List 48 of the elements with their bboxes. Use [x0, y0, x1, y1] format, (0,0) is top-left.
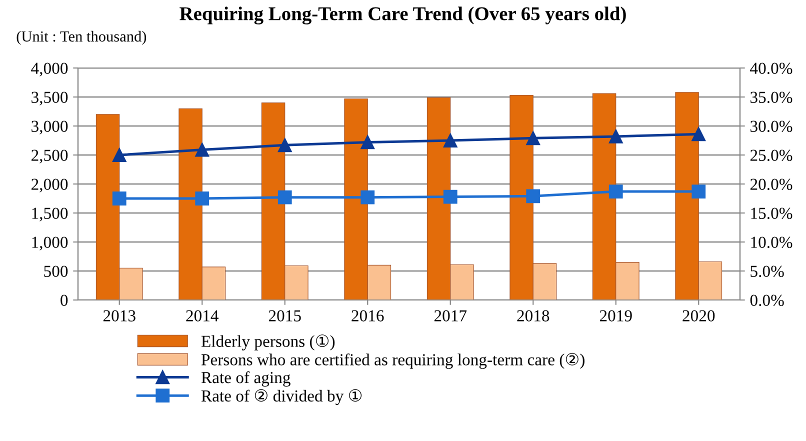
- x-tick-label: 2018: [517, 310, 550, 322]
- point: [195, 192, 210, 206]
- point: [692, 184, 706, 198]
- point: [195, 142, 210, 157]
- legend-label: Persons who are certified as requiring long-term care (②): [201, 352, 584, 369]
- y2-tick-label: 20.0%: [750, 178, 792, 190]
- point: [443, 134, 458, 148]
- point: [608, 184, 623, 198]
- legend-label: Rate of aging: [201, 371, 290, 387]
- legend-label: Rate of ② divided by ①: [201, 389, 362, 406]
- y-tick-label: 0: [60, 294, 68, 306]
- y-tick-label: 500: [44, 266, 68, 277]
- y2-tick-label: 40.0%: [750, 62, 792, 74]
- x-tick-label: 2017: [434, 310, 467, 322]
- point: [112, 192, 126, 206]
- legend-label: Elderly persons (①): [201, 334, 335, 350]
- point: [608, 129, 623, 144]
- point: [526, 131, 540, 146]
- y-tick-label: 1,000: [32, 236, 68, 250]
- point: [112, 148, 126, 162]
- x-tick-label: 2013: [103, 310, 136, 322]
- y2-tick-label: 30.0%: [750, 120, 792, 132]
- y2-tick-label: 10.0%: [751, 236, 792, 248]
- point: [360, 190, 375, 204]
- x-tick-label: 2019: [600, 310, 632, 322]
- y-tick-label: 2,000: [32, 178, 68, 192]
- y2-tick-label: 15.0%: [751, 208, 792, 220]
- x-tick-label: 2016: [352, 310, 384, 322]
- y-tick-label: 1,500: [32, 208, 68, 222]
- chart-title: Requiring Long-Term Care Trend (Over 65 years old): [180, 6, 626, 24]
- point: [692, 127, 706, 142]
- y2-tick-label: 5.0%: [750, 266, 784, 278]
- point: [360, 135, 375, 150]
- text: (Unit : Ten thousand): [16, 30, 146, 45]
- point: [278, 190, 292, 204]
- point: [443, 190, 458, 204]
- point: [526, 189, 540, 204]
- y-tick-label: 4,000: [31, 62, 68, 76]
- x-tick-label: 2015: [268, 310, 301, 322]
- y2-tick-label: 0.0%: [750, 294, 784, 306]
- x-tick-label: 2014: [186, 310, 219, 322]
- point: [278, 138, 292, 152]
- y-tick-label: 2,500: [32, 150, 68, 164]
- y2-tick-label: 25.0%: [750, 150, 792, 162]
- y2-tick-label: 35.0%: [750, 92, 792, 104]
- y-tick-label: 3,500: [32, 92, 68, 106]
- x-tick-label: 2020: [682, 310, 715, 322]
- y-tick-label: 3,000: [32, 120, 68, 134]
